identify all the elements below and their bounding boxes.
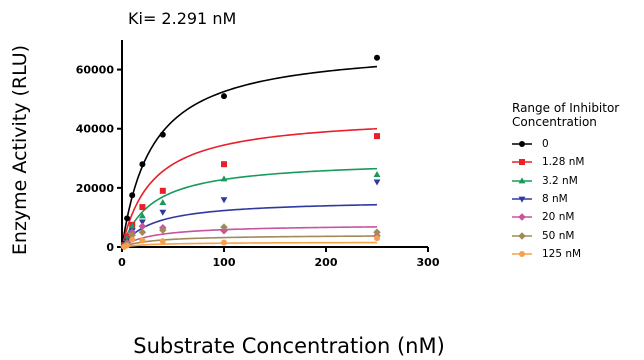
data-point bbox=[124, 242, 131, 249]
data-point bbox=[373, 179, 381, 186]
legend-swatch bbox=[512, 159, 532, 166]
legend-swatch bbox=[512, 250, 532, 257]
legend-item: 1.28 nM bbox=[512, 153, 637, 171]
y-tick-label: 40000 bbox=[76, 123, 115, 136]
legend-item: 50 nM bbox=[512, 226, 637, 244]
x-tick-label: 0 bbox=[118, 256, 126, 269]
data-point bbox=[128, 231, 136, 239]
data-point bbox=[138, 212, 146, 219]
legend-swatch bbox=[512, 196, 532, 203]
fit-curve bbox=[121, 65, 378, 248]
data-point bbox=[159, 187, 166, 194]
legend-title: Range of Inhibitor Concentration bbox=[512, 101, 620, 129]
data-point bbox=[221, 93, 227, 100]
y-axis-label: Enzyme Activity (RLU) bbox=[9, 44, 31, 256]
data-point bbox=[159, 238, 166, 245]
legend-swatch bbox=[512, 177, 532, 184]
data-point bbox=[220, 175, 228, 182]
data-point bbox=[139, 161, 146, 168]
data-point bbox=[159, 209, 167, 216]
data-point bbox=[139, 237, 146, 244]
legend-label: 125 nM bbox=[542, 247, 582, 260]
legend-item: 8 nM bbox=[512, 190, 637, 208]
data-point bbox=[138, 219, 146, 226]
x-tick-label: 200 bbox=[315, 256, 338, 269]
data-point bbox=[159, 199, 167, 206]
data-point bbox=[220, 197, 228, 204]
fit-curve bbox=[121, 226, 378, 248]
legend-marker bbox=[518, 177, 526, 184]
data-point bbox=[221, 239, 227, 246]
legend-item: 0 bbox=[512, 135, 637, 153]
data-point bbox=[220, 223, 228, 231]
y-axis-label-container: Enzyme Activity (RLU) bbox=[0, 0, 40, 300]
x-axis-label: Substrate Concentration (nM) bbox=[133, 334, 445, 358]
legend-swatch bbox=[512, 141, 532, 148]
data-point bbox=[374, 54, 380, 61]
legend-marker bbox=[519, 141, 525, 148]
data-point bbox=[373, 228, 381, 236]
legend-marker bbox=[519, 250, 525, 257]
legend-label: 20 nM bbox=[542, 211, 575, 224]
x-tick-label: 300 bbox=[417, 256, 440, 269]
legend-marker bbox=[519, 159, 525, 166]
data-point bbox=[159, 131, 166, 138]
data-point bbox=[128, 222, 136, 229]
data-point bbox=[129, 236, 136, 243]
data-point bbox=[138, 228, 147, 236]
legend-marker bbox=[518, 231, 526, 240]
x-tick-label: 100 bbox=[213, 256, 236, 269]
legend-swatch bbox=[512, 213, 532, 222]
fit-curve bbox=[121, 127, 378, 248]
fit-curve bbox=[121, 203, 378, 248]
y-tick-label: 20000 bbox=[76, 182, 115, 195]
y-tick-label: 0 bbox=[106, 241, 114, 254]
legend-label: 3.2 nM bbox=[542, 174, 578, 187]
y-tick-label: 60000 bbox=[76, 64, 115, 77]
data-point bbox=[373, 170, 381, 177]
legend-item: 125 nM bbox=[512, 245, 637, 263]
legend-item: 3.2 nM bbox=[512, 172, 637, 190]
data-point bbox=[139, 204, 146, 211]
legend-rows: 0 1.28 nM 3.2 nM 8 nM 20 nM 50 nM 125 nM bbox=[512, 135, 637, 263]
legend: Range of Inhibitor Concentration 0 1.28 n… bbox=[512, 101, 637, 263]
legend-marker bbox=[518, 213, 526, 222]
data-point bbox=[374, 133, 380, 140]
chart-subtitle: Ki= 2.291 nM bbox=[128, 9, 237, 28]
legend-item: 20 nM bbox=[512, 208, 637, 226]
legend-swatch bbox=[512, 231, 532, 240]
data-point bbox=[124, 215, 131, 222]
fit-curve bbox=[121, 167, 378, 248]
legend-marker bbox=[518, 196, 526, 203]
legend-label: 50 nM bbox=[542, 229, 575, 242]
data-point bbox=[159, 226, 167, 234]
data-point bbox=[221, 161, 227, 168]
legend-label: 1.28 nM bbox=[542, 156, 585, 169]
legend-label: 8 nM bbox=[542, 193, 568, 206]
legend-label: 0 bbox=[542, 138, 549, 151]
data-point bbox=[374, 235, 380, 242]
fit-curve bbox=[121, 241, 378, 248]
data-point bbox=[138, 222, 147, 231]
data-point bbox=[129, 192, 136, 199]
